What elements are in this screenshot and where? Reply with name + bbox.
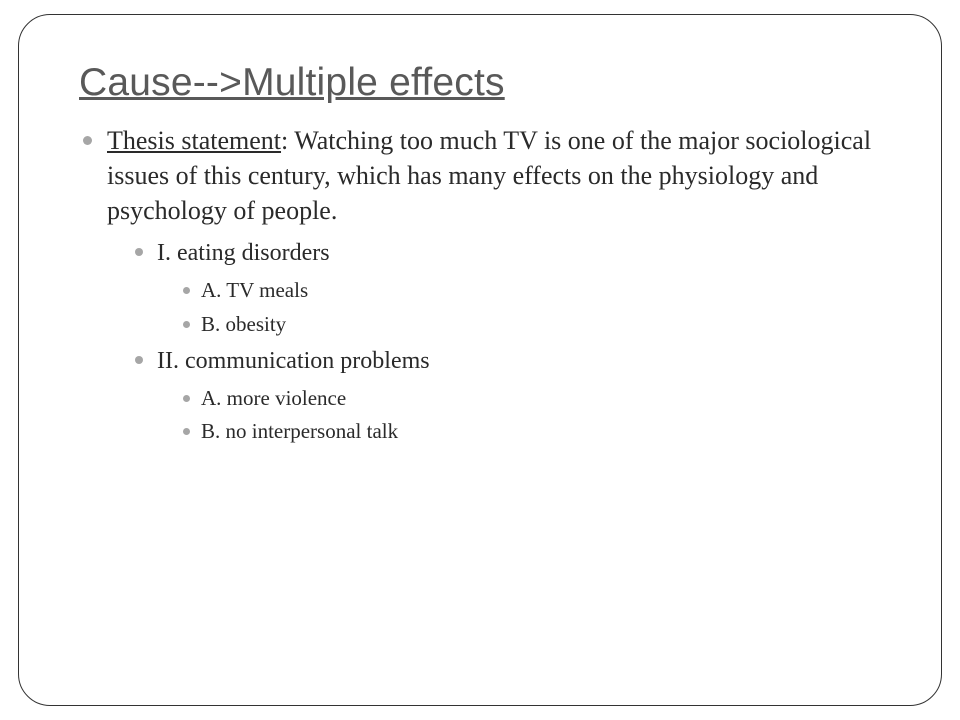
outline-ii-a: A. more violence — [179, 383, 881, 415]
outline-ii-b: B. no interpersonal talk — [179, 416, 881, 448]
outline-i: I. eating disorders A. TV meals B. obesi… — [131, 236, 881, 340]
outline-i-b: B. obesity — [179, 309, 881, 341]
slide-frame: Cause-->Multiple effects Thesis statemen… — [18, 14, 942, 706]
bullet-list-lvl1: Thesis statement: Watching too much TV i… — [79, 123, 881, 448]
bullet-list-lvl3: A. TV meals B. obesity — [179, 275, 881, 340]
thesis-label: Thesis statement — [107, 126, 281, 155]
outline-ii: II. communication problems A. more viole… — [131, 344, 881, 448]
outline-i-a: A. TV meals — [179, 275, 881, 307]
thesis-item: Thesis statement: Watching too much TV i… — [79, 123, 881, 448]
outline-i-label: I. eating disorders — [157, 240, 330, 266]
bullet-list-lvl2: I. eating disorders A. TV meals B. obesi… — [131, 236, 881, 448]
outline-ii-label: II. communication problems — [157, 348, 430, 374]
bullet-list-lvl3: A. more violence B. no interpersonal tal… — [179, 383, 881, 448]
slide-title: Cause-->Multiple effects — [79, 61, 881, 105]
